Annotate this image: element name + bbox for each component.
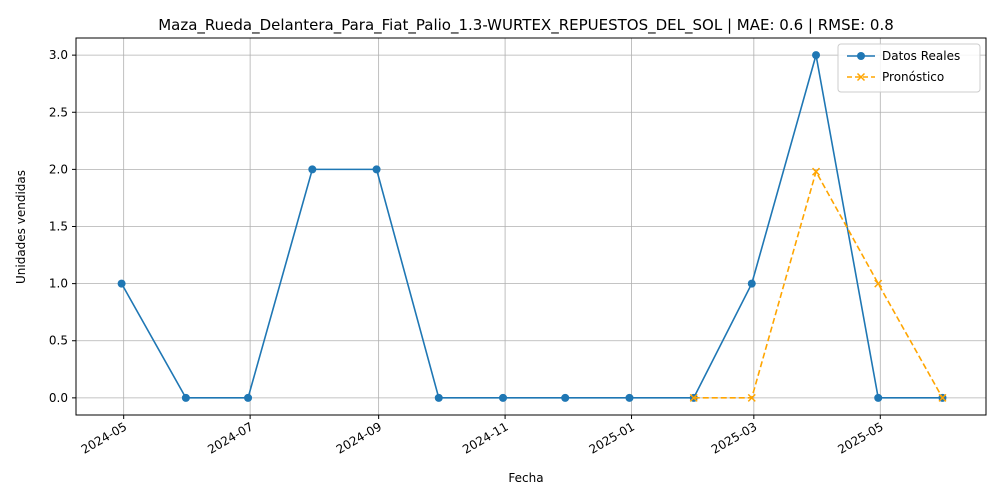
data-point-actual (244, 393, 253, 402)
y-tick-label: 1.5 (49, 220, 68, 234)
data-point-actual (812, 51, 821, 60)
legend-marker-forecast (856, 72, 866, 82)
series-layer (117, 51, 947, 402)
legend-label-forecast: Pronóstico (882, 70, 944, 84)
data-point-actual (499, 393, 508, 402)
y-tick-label: 3.0 (49, 48, 68, 62)
y-axis-label: Unidades vendidas (14, 170, 28, 284)
data-point-actual (747, 279, 756, 288)
data-point-forecast (747, 393, 756, 402)
data-point-actual (434, 393, 443, 402)
data-point-actual (308, 165, 317, 174)
chart-title: Maza_Rueda_Delantera_Para_Fiat_Palio_1.3… (158, 16, 894, 35)
legend-marker-actual (857, 52, 865, 60)
data-point-actual (117, 279, 126, 288)
data-point-actual (181, 393, 190, 402)
y-axis: 0.0 0.5 1.0 1.5 2.0 2.5 3.0 (49, 48, 76, 405)
data-point-actual (625, 393, 634, 402)
y-tick-label: 1.0 (49, 277, 68, 291)
y-tick-label: 2.5 (49, 105, 68, 119)
data-point-actual (372, 165, 381, 174)
data-point-forecast (689, 393, 698, 402)
x-axis-label: Fecha (508, 471, 543, 485)
data-point-actual (874, 393, 883, 402)
data-point-forecast (938, 393, 947, 402)
y-tick-label: 2.0 (49, 162, 68, 176)
legend-label-actual: Datos Reales (882, 49, 960, 63)
y-tick-label: 0.0 (49, 391, 68, 405)
data-point-forecast (811, 167, 821, 176)
data-point-forecast (874, 279, 883, 288)
y-tick-label: 0.5 (49, 334, 68, 348)
series-line-actual (120, 54, 943, 399)
legend: Datos Reales Pronóstico (837, 43, 981, 93)
data-point-actual (561, 393, 570, 402)
